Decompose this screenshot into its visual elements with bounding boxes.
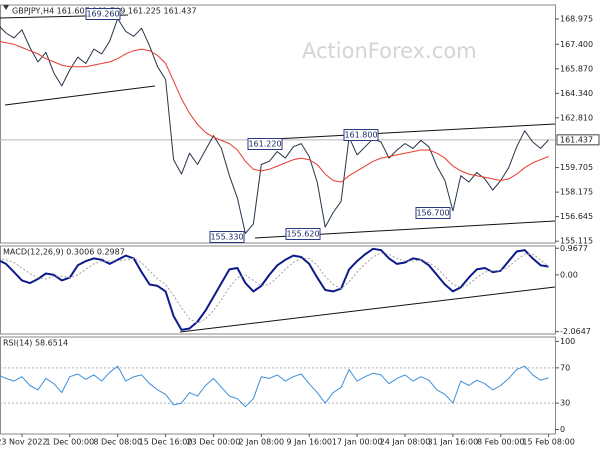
collapse-icon [3,5,9,10]
x-tick-label: 23 Nov 2022 [0,438,48,447]
trend-line [179,286,556,333]
series-line [0,247,549,331]
panel-title: MACD(12,26,9) 0.3006 0.2987 [3,248,125,257]
x-tick-label: 17 Jan 00:00 [332,438,383,447]
annotation: 156.700 [416,209,449,218]
panel-title: RSI(14) 58.6514 [3,339,68,348]
x-tick-label: 1 Dec 00:00 [45,438,94,447]
trend-line [254,123,556,141]
y-tick-label: 168.975 [560,15,593,24]
x-tick-label: 23 Dec 00:00 [187,438,241,447]
panel-frame [0,245,556,335]
y-tick-label: 165.870 [560,64,593,73]
annotation: 161.220 [248,140,281,149]
annotation-box [247,138,283,150]
annotation-box [415,207,451,219]
y-tick-label: 164.340 [560,89,593,98]
x-tick-label: 2 Jan 08:00 [239,438,285,447]
watermark: ActionForex.com [302,39,477,63]
y-tick-label: 0 [560,425,565,434]
x-tick-label: 24 Jan 08:00 [380,438,431,447]
y-tick-label: 155.115 [560,237,593,246]
annotation-box [343,129,379,141]
y-tick-label: 167.400 [560,40,593,49]
annotation-box [209,231,245,243]
x-tick-label: 8 Feb 00:00 [477,438,524,447]
y-tick-label: 0.00 [560,270,578,279]
panel-frame [0,4,556,244]
y-tick-label: 100 [560,337,575,346]
y-tick-label: 30 [560,399,570,408]
x-tick-label: 15 Dec 16:00 [139,438,193,447]
y-tick-label: 156.645 [560,212,593,221]
annotation: 169.260 [86,10,119,19]
trend-line [4,85,156,106]
last-price-box [556,134,600,146]
last-price-label: 161.437 [560,135,593,144]
y-tick-label: -2.0647 [560,327,591,336]
x-tick-label: 8 Dec 08:00 [93,438,142,447]
series-line [0,40,549,183]
annotation: 155.620 [286,230,319,239]
x-tick-label: 15 Feb 08:00 [522,438,574,447]
series-line [0,252,549,324]
x-tick-label: 31 Jan 16:00 [428,438,479,447]
series-group [0,18,549,234]
annotation: 155.330 [210,233,243,242]
y-tick-label: 70 [560,363,570,372]
annotation: 161.800 [344,131,377,140]
x-tick-label: 9 Jan 16:00 [286,438,332,447]
y-tick-label: 158.175 [560,188,593,197]
y-tick-label: 159.705 [560,163,593,172]
y-tick-label: 162.810 [560,113,593,122]
y-tick-label: 0.9677 [560,244,588,253]
panel-frame [0,336,556,435]
series-group [0,365,549,408]
series-line [0,365,549,408]
annotation-box [85,8,121,20]
series-group [0,247,549,331]
series-line [0,18,549,234]
annotation-box [285,228,321,240]
